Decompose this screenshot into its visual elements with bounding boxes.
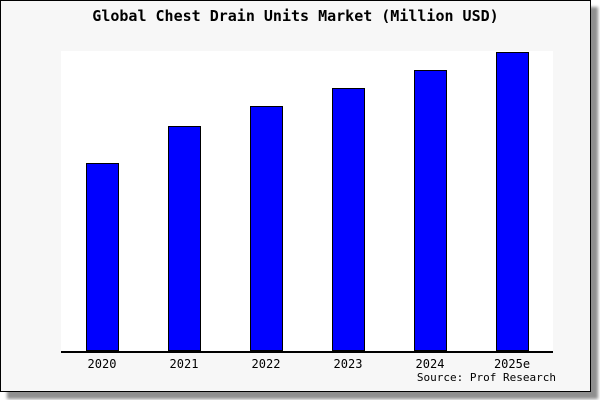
bar-2021 bbox=[167, 126, 201, 351]
chart-card: Global Chest Drain Units Market (Million… bbox=[0, 0, 591, 392]
x-tick-label-2020: 2020 bbox=[87, 357, 117, 371]
bar-2022 bbox=[249, 106, 283, 351]
x-tick-label-2021: 2021 bbox=[169, 357, 199, 371]
x-tick-label-2025e: 2025e bbox=[493, 357, 531, 371]
x-tick-label-2024: 2024 bbox=[415, 357, 445, 371]
x-tick-label-2022: 2022 bbox=[251, 357, 281, 371]
source-credit: Source: Prof Research bbox=[416, 371, 556, 384]
x-axis-labels: 2020 2021 2022 2023 2024 2025e bbox=[1, 357, 590, 371]
plot-area bbox=[61, 51, 553, 353]
bar-2020 bbox=[85, 163, 119, 351]
bar-2023 bbox=[331, 88, 365, 351]
x-tick-label-2023: 2023 bbox=[333, 357, 363, 371]
bar-2025e bbox=[495, 52, 529, 351]
chart-title: Global Chest Drain Units Market (Million… bbox=[92, 7, 499, 25]
bar-2024 bbox=[413, 70, 447, 351]
